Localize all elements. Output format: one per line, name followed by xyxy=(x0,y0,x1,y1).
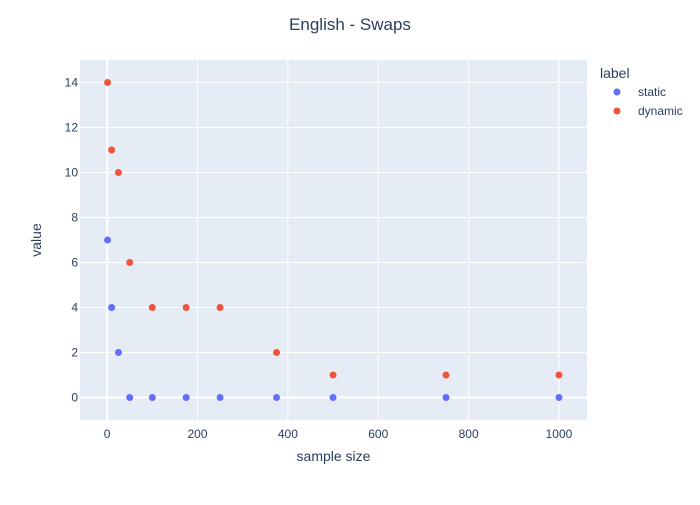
y-tick-label: 8 xyxy=(71,211,78,225)
x-tick-label: 200 xyxy=(187,427,207,441)
y-tick-label: 4 xyxy=(71,301,78,315)
legend-label-static: static xyxy=(638,85,666,99)
y-tick-label: 14 xyxy=(65,76,79,90)
y-axis-title: value xyxy=(28,223,44,257)
point-static[interactable] xyxy=(148,394,156,401)
point-static[interactable] xyxy=(182,394,190,401)
point-dynamic[interactable] xyxy=(114,169,122,176)
y-tick-label: 12 xyxy=(65,121,79,135)
legend-item-dynamic[interactable]: dynamic xyxy=(613,104,683,118)
y-tick-label: 2 xyxy=(71,346,78,360)
point-static[interactable] xyxy=(555,394,563,401)
x-tick-label: 400 xyxy=(278,427,298,441)
y-tick-label: 0 xyxy=(71,391,78,405)
point-static[interactable] xyxy=(216,394,224,401)
x-tick-label: 600 xyxy=(368,427,388,441)
legend-title: label xyxy=(600,65,630,81)
point-dynamic[interactable] xyxy=(216,304,224,311)
grid-lines xyxy=(80,60,587,420)
chart-title: English - Swaps xyxy=(289,15,411,34)
point-dynamic[interactable] xyxy=(442,371,450,379)
tick-labels: 0 200 400 600 800 1000 0 2 4 6 8 10 12 14 xyxy=(65,76,573,442)
y-tick-label: 10 xyxy=(65,166,79,180)
point-static[interactable] xyxy=(442,394,450,401)
y-tick-label: 6 xyxy=(71,256,78,270)
point-dynamic[interactable] xyxy=(104,79,112,86)
x-tick-label: 0 xyxy=(104,427,111,441)
point-static[interactable] xyxy=(108,304,116,311)
legend: label static dynamic xyxy=(600,65,683,118)
point-dynamic[interactable] xyxy=(148,304,156,311)
point-dynamic[interactable] xyxy=(273,349,281,356)
plot-area xyxy=(80,60,587,420)
point-static[interactable] xyxy=(329,394,337,401)
point-static[interactable] xyxy=(126,394,134,401)
x-tick-label: 1000 xyxy=(546,427,573,441)
legend-marker-static xyxy=(613,88,621,96)
legend-marker-dynamic xyxy=(613,107,621,115)
legend-item-static[interactable]: static xyxy=(613,85,667,99)
point-static[interactable] xyxy=(114,349,122,356)
point-static[interactable] xyxy=(273,394,281,401)
x-tick-label: 800 xyxy=(459,427,479,441)
point-dynamic[interactable] xyxy=(329,371,337,379)
point-dynamic[interactable] xyxy=(555,371,563,379)
point-static[interactable] xyxy=(104,236,112,244)
point-dynamic[interactable] xyxy=(126,259,134,266)
legend-label-dynamic: dynamic xyxy=(638,104,683,118)
point-dynamic[interactable] xyxy=(108,146,116,154)
point-dynamic[interactable] xyxy=(182,304,190,311)
data-points xyxy=(104,79,563,401)
x-axis-title: sample size xyxy=(297,448,371,464)
